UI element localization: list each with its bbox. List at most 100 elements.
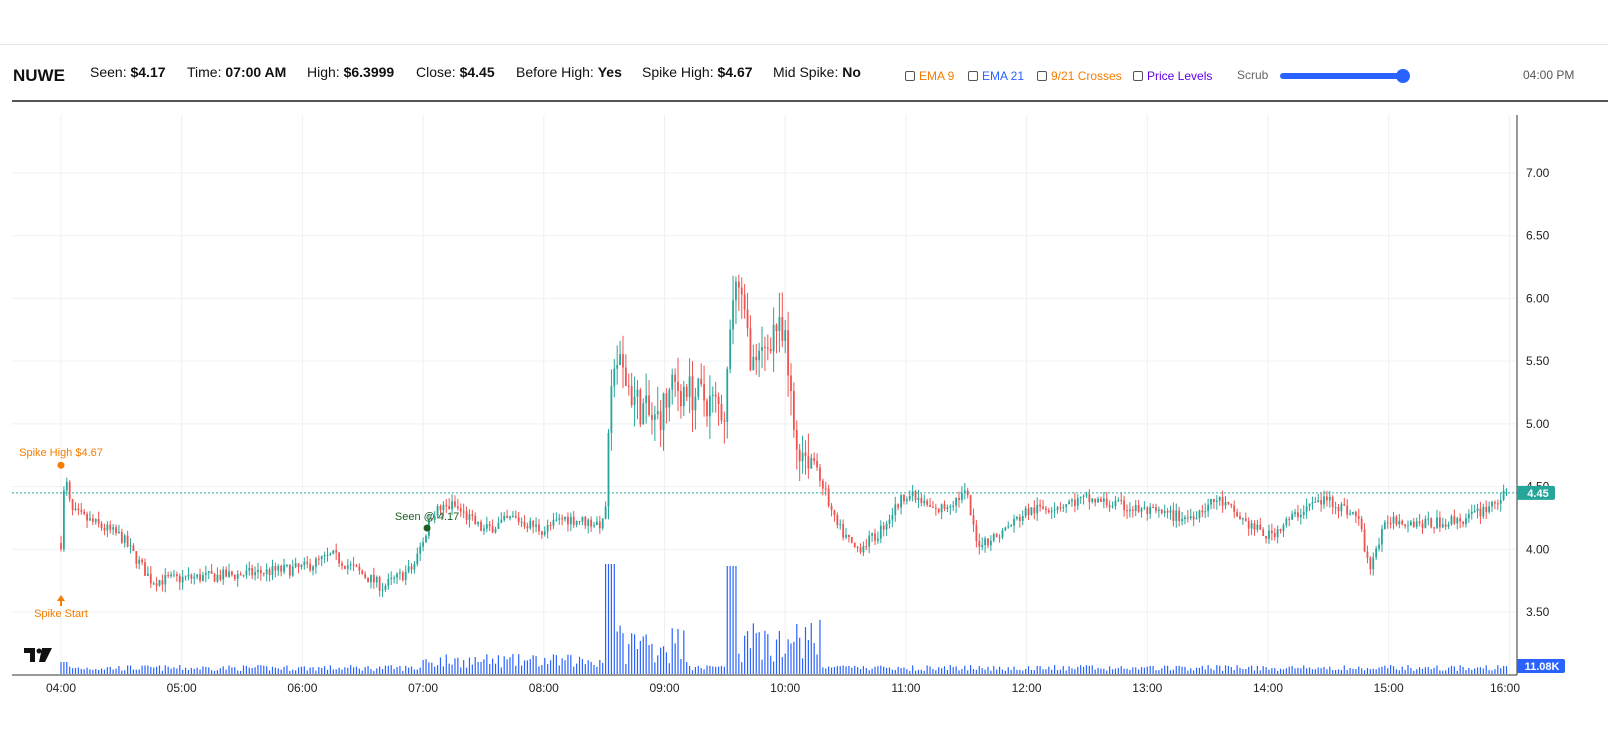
candle-body [358,566,361,571]
candle-body [1045,508,1047,511]
volume-bar [103,669,106,674]
volume-bar [1233,670,1235,674]
ema9-checkbox[interactable] [905,71,915,81]
candle-body [407,566,410,572]
volume-bar [1161,668,1163,674]
candle-body [1328,496,1331,501]
volume-bar [312,667,314,674]
candle-body [740,287,743,295]
volume-bar [112,669,114,674]
candle-body [315,558,317,567]
volume-bar [153,667,155,674]
volume-bar [237,670,239,674]
volume-bar [1155,670,1157,674]
candle-body [955,497,958,506]
volume-bar [1051,669,1053,674]
volume-bar [387,665,389,674]
volume-bar [987,666,989,674]
volume-bar [1039,666,1041,674]
candle-body [1297,512,1299,518]
candle-body [1331,496,1334,508]
price-chart[interactable]: 7.006.506.005.505.004.504.003.50 04:0005… [0,100,1608,741]
candle-body [312,566,314,571]
volume-bar [813,643,815,674]
volume-bar [135,669,137,674]
volume-bar [552,654,555,674]
candle-body [1105,498,1108,506]
scrub-slider-thumb[interactable] [1396,69,1410,83]
candle-body [523,521,526,527]
crosses-checkbox[interactable] [1037,71,1047,81]
candle-body [839,524,842,526]
candle-body [462,511,465,513]
price-axis: 7.006.506.005.505.004.504.003.50 [1526,166,1550,619]
candle-body [1146,507,1149,514]
candle-body [1450,516,1453,525]
volume-bar [208,667,210,674]
volume-bar [202,666,204,674]
crosses-toggle[interactable]: 9/21 Crosses [1037,69,1122,83]
volume-bar [935,670,937,674]
volume-bar [1494,669,1496,674]
candle-body [668,389,671,408]
ema21-checkbox[interactable] [968,71,978,81]
volume-bar [471,664,473,674]
candle-body [624,367,627,386]
candle-body [283,565,285,572]
price-levels-toggle[interactable]: Price Levels [1133,69,1212,83]
candle-body [1401,520,1404,525]
volume-bar [370,669,372,674]
volume-bar [796,624,798,674]
volume-bar [1416,669,1418,674]
candle-body [1195,518,1198,520]
volume-bar [717,666,720,674]
volume-bar [1054,665,1056,674]
candle-body [1459,518,1462,522]
volume-bar [147,665,149,674]
volume-bar [1297,667,1299,674]
volume-bar [468,657,471,674]
candle-body [387,578,390,586]
candle-body [509,516,511,519]
candle-body [1102,498,1105,502]
spike-start-arrow-icon [57,595,65,606]
candle-body [1447,524,1450,527]
time-tick-label: 10:00 [770,681,800,695]
volume-bar [801,658,804,674]
candle-body [178,575,181,583]
volume-bar [1250,665,1253,674]
ema21-toggle[interactable]: EMA 21 [968,69,1024,83]
candle-body [966,490,969,496]
candle-body [1123,500,1126,511]
candle-body [596,521,598,525]
scrub-slider[interactable] [1280,69,1410,83]
time-tick-label: 07:00 [408,681,438,695]
volume-bar [442,666,444,674]
volume-bar [1346,670,1348,674]
ema9-toggle[interactable]: EMA 9 [905,69,954,83]
volume-bar [706,665,708,674]
volume-bar [1248,666,1250,674]
candle-body [97,518,100,524]
volume-bar [1135,667,1137,674]
volume-bar [969,665,972,674]
candle-body [367,577,369,583]
candle-body [170,574,172,577]
candle-body [494,528,497,533]
candle-body [1279,529,1282,532]
volume-bar [182,669,184,674]
candle-body [1378,544,1380,549]
volume-bar [1427,667,1429,674]
candle-body [1091,498,1094,502]
candle-body [251,567,254,576]
candle-body [190,574,193,579]
candle-body [1383,522,1386,529]
candle-body [1169,510,1172,513]
volume-bar [303,666,305,674]
price-levels-checkbox[interactable] [1133,71,1143,81]
volume-bar [1106,670,1108,674]
candle-body [746,309,749,329]
volume-bar [1271,668,1273,674]
volume-bar [341,669,343,674]
candle-body [613,368,616,387]
